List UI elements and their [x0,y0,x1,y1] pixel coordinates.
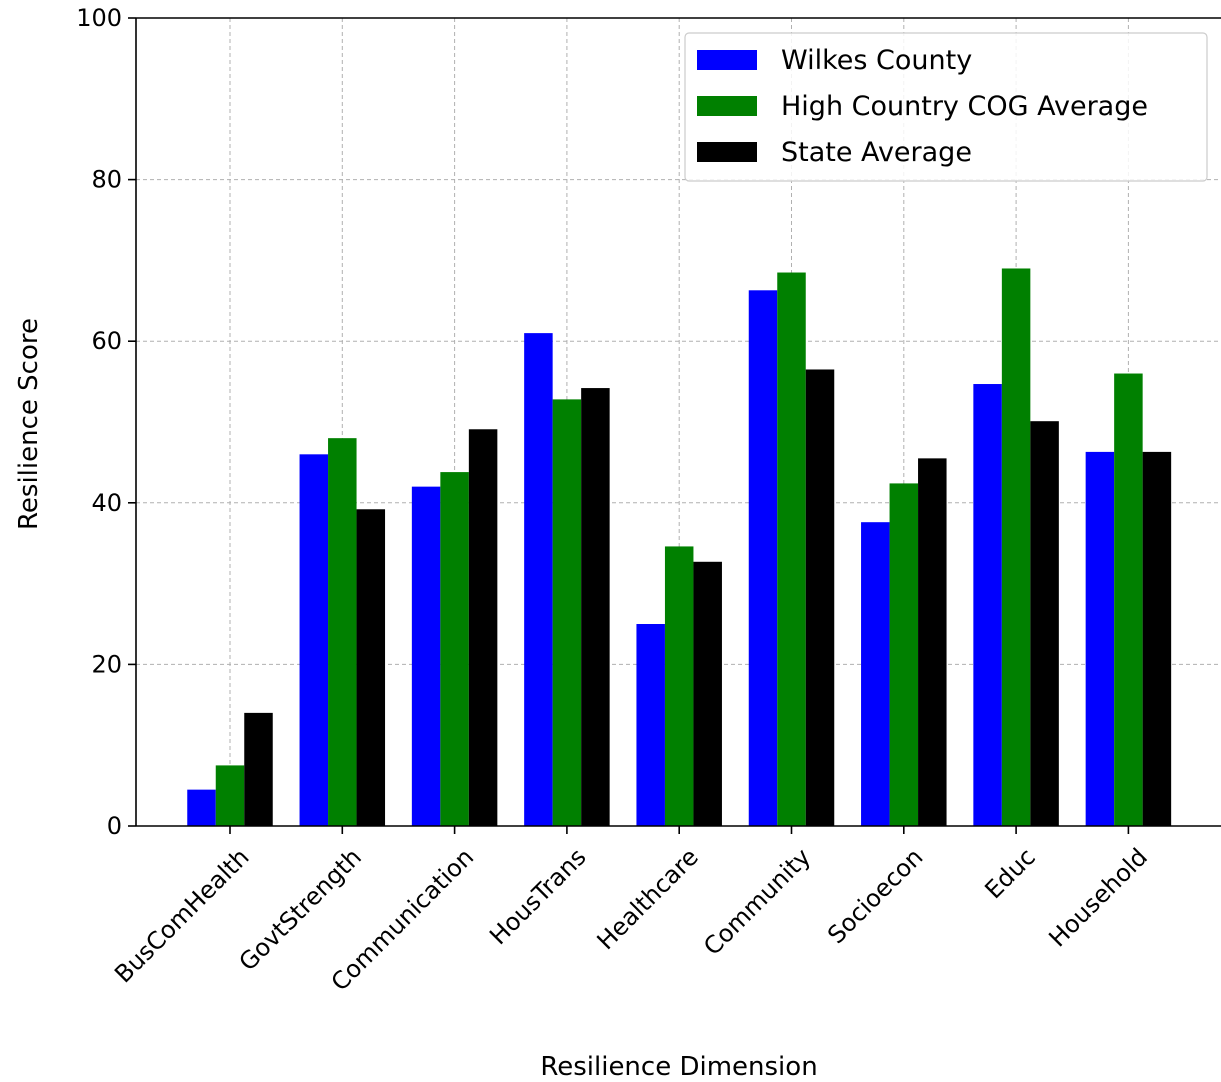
x-tick-label: HousTrans [484,843,591,950]
bars [187,268,1172,827]
x-tick-label: Household [1043,843,1153,953]
bar [693,561,722,826]
bar [777,272,806,826]
x-tick-label: Educ [979,843,1040,904]
bar [299,454,329,826]
bar [748,290,778,826]
legend-swatch [697,96,757,116]
legend-label: High Country COG Average [781,91,1148,122]
legend-swatch [697,50,757,70]
bar [411,486,441,826]
bar [1085,451,1115,826]
bar [1114,373,1143,826]
y-tick-label: 60 [91,327,122,355]
bar [664,546,694,826]
y-tick-label: 80 [91,166,122,194]
bar [356,509,386,826]
y-axis-label: Resilience Score [14,318,44,530]
y-ticks: 0 20 40 60 80 100 [76,4,136,840]
bar [861,522,890,826]
bar [636,624,665,826]
legend-box [684,32,1208,182]
bar [1001,268,1031,827]
bar [552,399,582,826]
x-axis-label: Resilience Dimension [540,1052,817,1082]
legend-label: State Average [781,137,972,168]
bar [581,388,610,826]
legend-label: Wilkes County [781,45,972,76]
bar [244,712,273,826]
bar [468,429,498,826]
y-tick-label: 40 [91,489,122,517]
x-tick-label: BusComHealth [109,843,255,989]
bar [328,438,357,826]
legend: Wilkes County High Country COG Average Sta… [684,32,1208,182]
bar [973,384,1002,826]
bar [440,472,469,826]
y-tick-label: 0 [107,812,122,840]
bar [918,458,947,826]
x-tick-label: Socioecon [822,843,928,949]
bar [1142,451,1172,826]
y-tick-label: 20 [91,650,122,678]
bar [215,765,245,826]
x-tick-label: Community [698,843,816,961]
y-tick-label: 100 [76,4,122,32]
bar [1030,421,1059,826]
bar [889,483,919,826]
bar [187,789,216,826]
legend-swatch [697,142,757,162]
bar [805,369,835,826]
bar [524,333,553,826]
x-tick-label: Healthcare [592,843,704,955]
